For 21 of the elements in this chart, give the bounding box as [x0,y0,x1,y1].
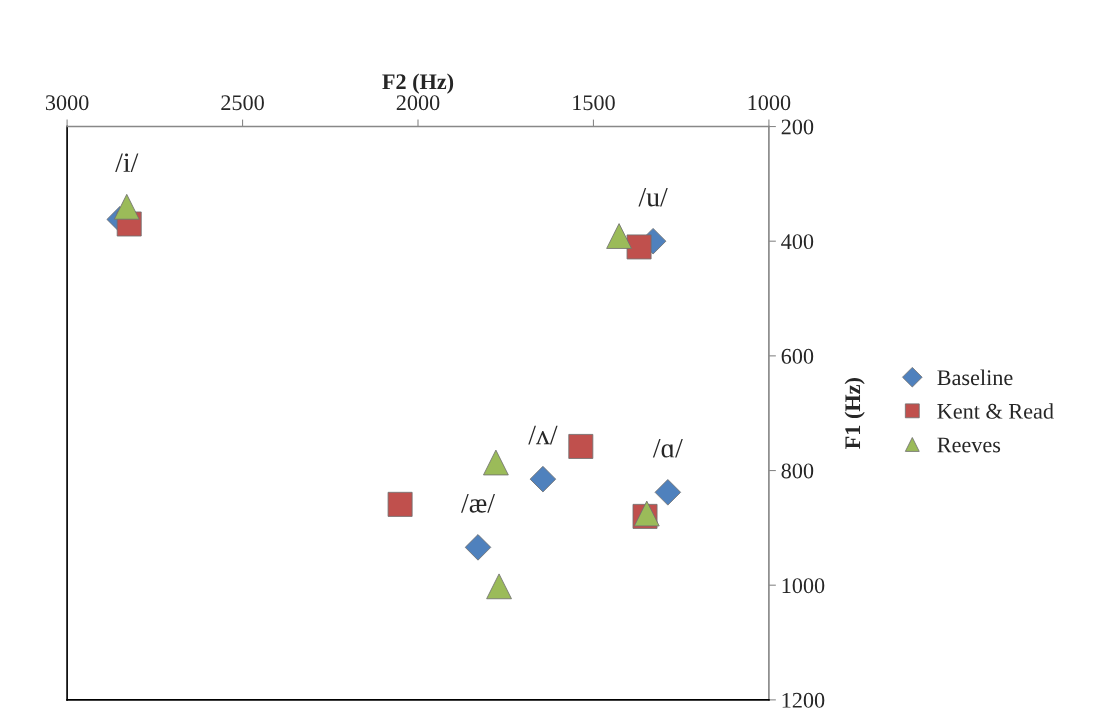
legend-label: Kent & Read [937,403,1054,419]
y-tick-label: 400 [781,234,814,250]
x-tick-label: 1000 [748,95,791,111]
annotation: /u/ [638,187,668,207]
x-tick-label: 2500 [221,95,264,111]
annotation: /i/ [115,153,139,173]
y-axis-title: F1 (Hz) [844,378,865,449]
y-tick-label: 1200 [782,692,825,708]
y-tick-label: 1000 [782,578,825,594]
x-tick-label: 1500 [573,95,615,111]
legend-label: Baseline [937,369,1013,386]
y-tick-label: 200 [781,119,814,135]
y-tick-label: 600 [781,348,814,364]
x-tick-label: 2000 [396,95,440,111]
annotation: /æ/ [461,494,495,513]
legend-label: Reeves [937,437,1001,453]
y-tick-label: 800 [781,463,814,479]
annotation: /ɑ/ [652,439,683,458]
annotation: /ʌ/ [528,425,558,445]
x-axis-title: F2 (Hz) [382,73,454,94]
x-tick-label: 3000 [45,95,89,111]
